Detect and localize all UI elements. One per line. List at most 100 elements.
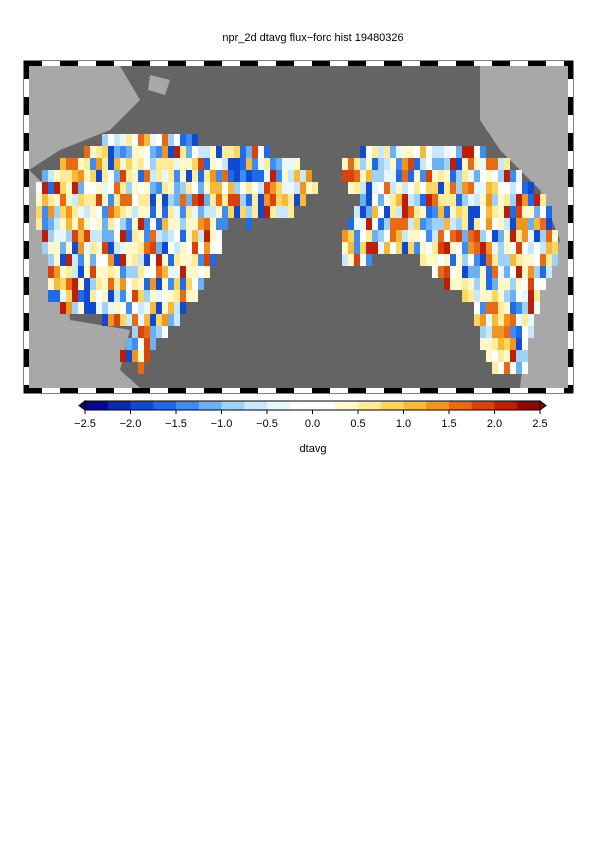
grid-cell [252,182,258,194]
grid-cell [540,218,546,230]
grid-cell [240,146,246,158]
grid-cell [84,290,90,302]
grid-cell [192,194,198,206]
grid-cell [402,182,408,194]
grid-cell [180,218,186,230]
grid-cell [498,206,504,218]
grid-cell [456,242,462,254]
grid-cell [426,158,432,170]
grid-cell [66,158,72,170]
colorbar-tick-label: −1.5 [165,418,187,430]
grid-cell [150,302,156,314]
grid-cell [66,230,72,242]
grid-cell [516,278,522,290]
grid-cell [114,206,120,218]
border-segment [24,223,29,241]
grid-cell [246,170,252,182]
grid-cell [204,182,210,194]
grid-cell [396,194,402,206]
grid-cell [144,350,150,362]
colorbar-tick-label: 2.5 [532,418,547,430]
grid-cell [438,230,444,242]
grid-cell [258,146,264,158]
colorbar-tick-label: 0.0 [305,418,320,430]
grid-cell [168,254,174,266]
grid-cell [132,170,138,182]
grid-cell [132,242,138,254]
grid-cell [522,314,528,326]
grid-cell [366,182,372,194]
grid-cell [342,170,348,182]
grid-cell [204,146,210,158]
grid-cell [162,182,168,194]
grid-cell [504,218,510,230]
grid-cell [420,158,426,170]
grid-cell [510,206,516,218]
grid-cell [426,194,432,206]
grid-cell [138,362,144,374]
grid-cell [72,182,78,194]
grid-cell [396,182,402,194]
grid-cell [372,170,378,182]
border-segment [222,61,240,66]
grid-cell [108,158,114,170]
colorbar-arrow [539,400,547,411]
grid-cell [252,170,258,182]
grid-cell [192,218,198,230]
grid-cell [492,254,498,266]
grid-cell [408,218,414,230]
grid-cell [468,206,474,218]
grid-cell [486,338,492,350]
grid-cell [540,266,546,278]
grid-cell [366,194,372,206]
grid-cell [156,302,162,314]
grid-cell [444,194,450,206]
grid-cell [174,242,180,254]
grid-cell [546,254,552,266]
border-segment [60,61,78,66]
colorbar-segment [153,401,177,410]
grid-cell [198,242,204,254]
grid-cell [546,230,552,242]
colorbar-segment [449,401,473,410]
grid-cell [378,158,384,170]
grid-cell [474,206,480,218]
grid-cell [138,278,144,290]
grid-cell [474,266,480,278]
grid-cell [468,194,474,206]
grid-cell [168,314,174,326]
grid-cell [426,146,432,158]
grid-cell [504,362,510,374]
grid-cell [360,230,366,242]
grid-cell [102,230,108,242]
grid-cell [210,170,216,182]
grid-cell [438,170,444,182]
grid-cell [174,302,180,314]
grid-cell [210,218,216,230]
grid-cell [192,146,198,158]
grid-cell [528,242,534,254]
grid-cell [264,170,270,182]
grid-cell [450,218,456,230]
grid-cell [522,350,528,362]
grid-cell [90,182,96,194]
grid-cell [108,170,114,182]
border-segment [24,295,29,313]
grid-cell [156,266,162,278]
grid-cell [432,206,438,218]
grid-cell [492,278,498,290]
grid-cell [366,242,372,254]
grid-cell [132,302,138,314]
grid-cell [348,254,354,266]
grid-cell [132,182,138,194]
colorbar-segment [85,401,109,410]
grid-cell [384,230,390,242]
grid-cell [384,218,390,230]
border-segment [420,388,438,393]
grid-cell [468,158,474,170]
grid-cell [126,302,132,314]
grid-cell [372,206,378,218]
grid-cell [228,182,234,194]
grid-cell [54,290,60,302]
grid-cell [516,254,522,266]
